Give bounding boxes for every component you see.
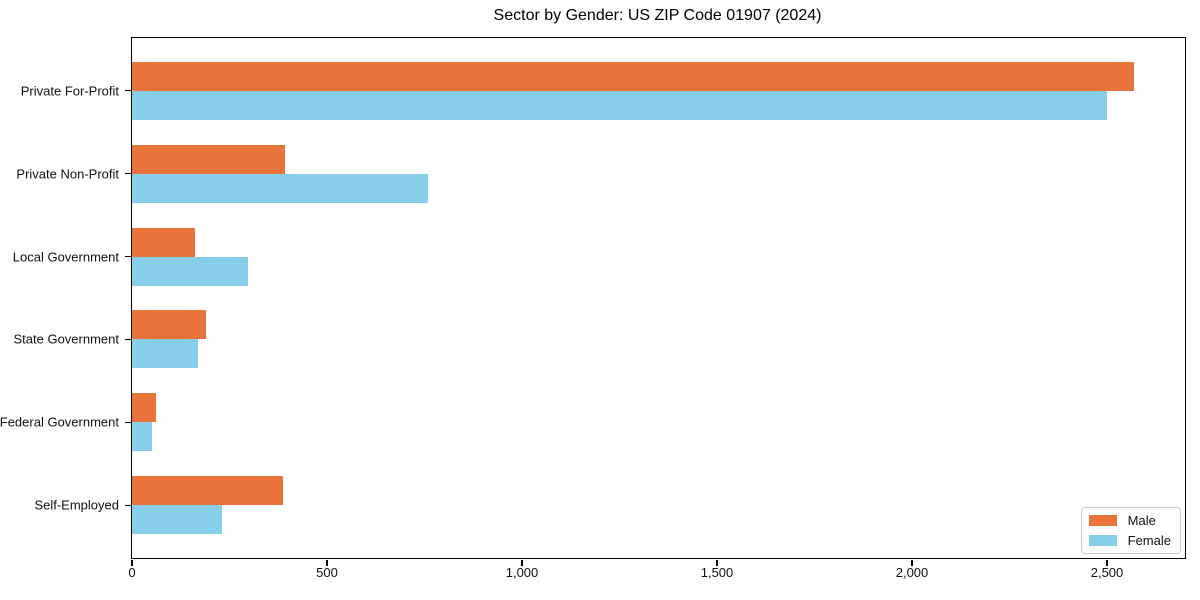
bar-male-self-employed — [132, 476, 283, 506]
x-axis-tick — [1106, 559, 1108, 566]
x-axis-label: 1,000 — [505, 565, 539, 580]
legend-item-female: Female — [1088, 533, 1171, 548]
x-axis-label: 2,000 — [895, 565, 929, 580]
legend-label: Female — [1127, 533, 1171, 548]
bar-male-private-for-profit — [132, 61, 1135, 91]
legend: Male Female — [1080, 507, 1181, 554]
bar-female-private-non-profit — [132, 173, 428, 203]
chart-title: Sector by Gender: US ZIP Code 01907 (202… — [493, 7, 822, 24]
bar-male-federal-government — [132, 393, 157, 423]
y-axis-label: Private Non-Profit — [16, 166, 119, 182]
y-axis-tick — [124, 172, 131, 175]
bar-female-federal-government — [132, 422, 152, 452]
y-axis-label: Self-Employed — [34, 497, 119, 513]
y-axis-tick — [124, 89, 131, 92]
bar-female-self-employed — [132, 505, 222, 535]
bar-male-local-government — [132, 227, 196, 257]
y-axis-label: Private For-Profit — [20, 83, 119, 99]
y-axis-label: State Government — [13, 331, 120, 347]
x-axis-tick — [716, 559, 718, 566]
y-axis-tick — [124, 338, 131, 341]
x-axis-tick — [521, 559, 523, 566]
bar-male-state-government — [132, 310, 207, 340]
y-axis-label: Local Government — [12, 249, 119, 265]
legend-swatch-female — [1088, 535, 1117, 546]
y-axis-tick — [124, 421, 131, 424]
y-axis-label: Federal Government — [0, 414, 119, 430]
legend-item-male: Male — [1088, 513, 1171, 528]
x-axis-label: 0 — [128, 565, 136, 580]
x-axis-label: 500 — [316, 565, 338, 580]
x-axis-label: 1,500 — [700, 565, 734, 580]
bar-female-private-for-profit — [132, 90, 1107, 120]
y-axis-tick — [124, 255, 131, 258]
bar-male-private-non-profit — [132, 144, 285, 174]
x-axis-tick — [326, 559, 328, 566]
bar-female-local-government — [132, 256, 249, 286]
x-axis-tick — [131, 559, 133, 566]
plot-area: Private For-Profit Private Non-Profit Loca… — [0, 37, 1186, 580]
legend-swatch-male — [1088, 515, 1117, 526]
legend-label: Male — [1127, 513, 1156, 528]
x-axis-tick — [911, 559, 913, 566]
x-axis-label: 2,500 — [1090, 565, 1124, 580]
bar-female-state-government — [132, 339, 198, 369]
y-axis-tick — [124, 504, 131, 507]
